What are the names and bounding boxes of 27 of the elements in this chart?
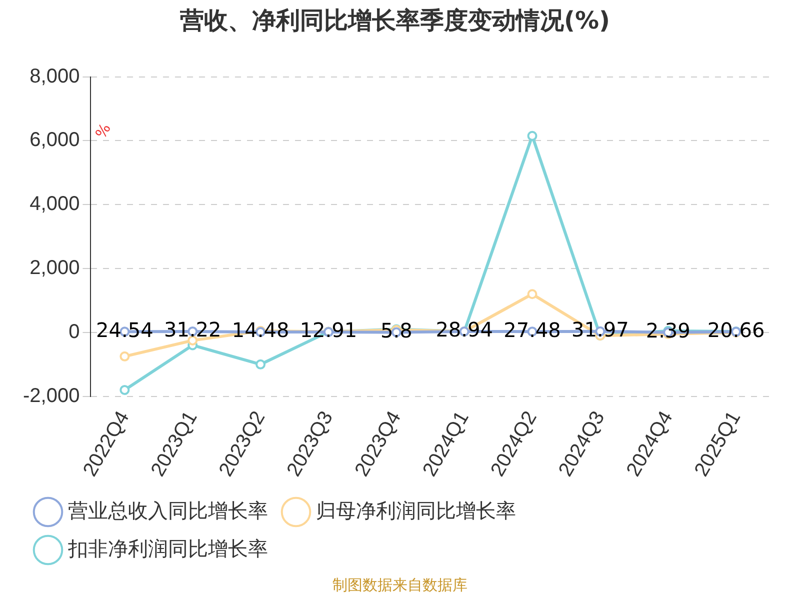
data-label: 24.54 [96,318,154,342]
text: 制图数据来自数据库 [332,576,468,595]
point [527,289,538,300]
point [527,130,538,141]
point [120,351,130,362]
data-label: 2.39 [646,318,690,343]
y-tick-label: 6,000 [30,129,80,152]
legend-label: 归母净利润同比增长率 [316,500,516,523]
y-tick-label: -2,000 [22,384,80,407]
data-label: 12.91 [300,318,358,342]
y-axis-title: % [92,120,114,142]
y-tick-label: 8,000 [30,65,80,88]
data-label: 14.48 [232,318,290,342]
data-label: 31.97 [572,318,629,342]
data-label: 28.94 [436,318,493,342]
y-tick-label: 4,000 [30,193,80,216]
chart-title: 营收、净利同比增长率季度变动情况(%) [179,6,610,35]
data-label: 20.66 [707,318,765,342]
data-label: 27.48 [504,318,561,342]
data-label: 31.22 [164,318,222,342]
data-label: 5.8 [380,318,412,342]
legend-label: 营业总收入同比增长率 [68,500,268,523]
point [120,384,130,395]
y-tick-label: 0 [68,320,80,343]
y-tick-label: 2,000 [30,257,80,280]
legend-label: 扣非净利润同比增长率 [67,538,268,561]
point [256,359,266,370]
